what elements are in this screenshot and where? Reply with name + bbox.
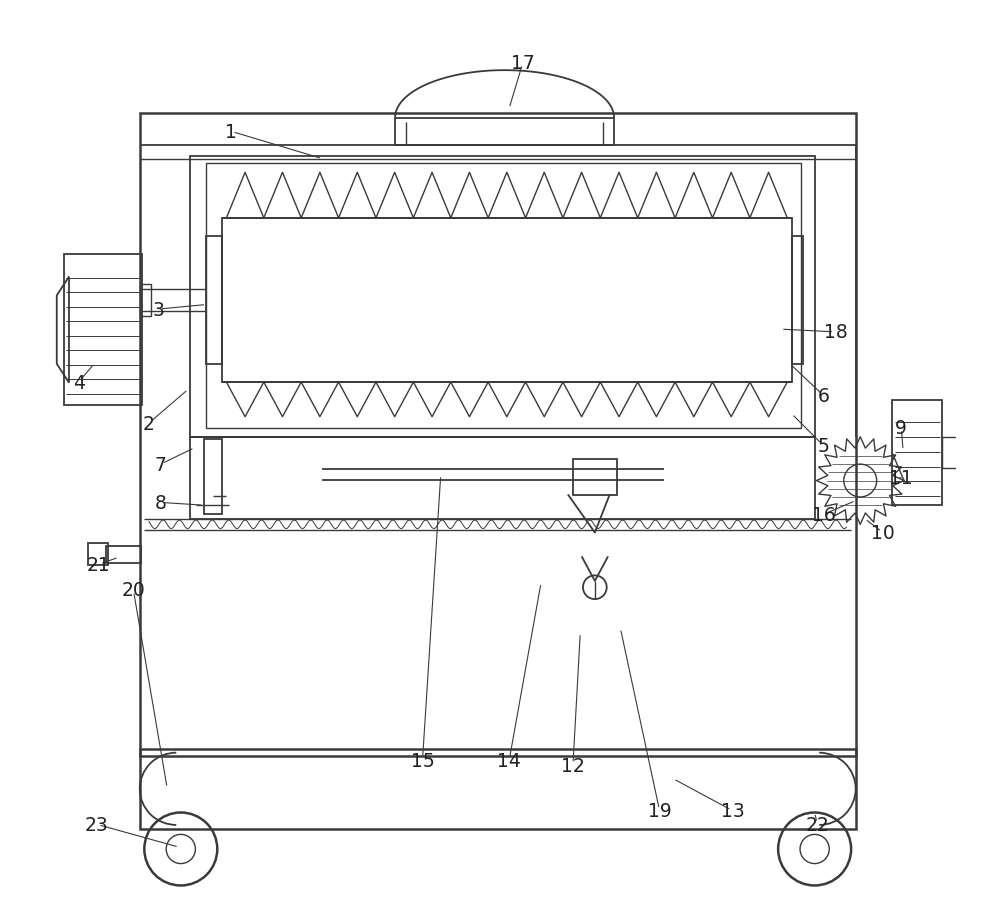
Bar [573, 459, 617, 496]
Text: 12: 12 [561, 756, 585, 774]
Text: 2: 2 [143, 415, 155, 433]
Text: 17: 17 [511, 55, 535, 73]
Text: 4: 4 [73, 374, 85, 392]
Text: 22: 22 [806, 815, 829, 834]
Bar [792, 237, 803, 364]
Text: 11: 11 [889, 469, 913, 487]
Text: 9: 9 [895, 419, 907, 437]
Text: 10: 10 [871, 524, 895, 542]
Bar [140, 284, 151, 317]
Text: 21: 21 [87, 556, 111, 574]
Bar [190, 157, 815, 437]
Text: 20: 20 [122, 581, 145, 599]
Bar [140, 749, 856, 829]
Bar [190, 437, 815, 519]
Circle shape [583, 576, 607, 599]
Bar [88, 544, 108, 566]
Bar [942, 437, 959, 469]
Bar [892, 401, 942, 506]
Text: 19: 19 [648, 802, 671, 820]
Bar [206, 237, 222, 364]
Text: 3: 3 [152, 301, 164, 319]
Bar [64, 255, 142, 405]
Text: 7: 7 [155, 456, 167, 474]
Bar [140, 114, 856, 756]
Text: 1: 1 [225, 123, 237, 141]
Text: 13: 13 [721, 802, 744, 820]
Text: 5: 5 [818, 437, 830, 456]
Text: 16: 16 [812, 506, 836, 524]
Bar [106, 547, 141, 563]
Bar [204, 440, 222, 515]
Bar [222, 219, 792, 383]
Text: 15: 15 [411, 752, 434, 770]
Text: 18: 18 [824, 323, 847, 342]
Bar [206, 164, 801, 428]
Text: 8: 8 [155, 494, 167, 512]
Text: 14: 14 [497, 752, 521, 770]
Text: 23: 23 [85, 815, 109, 834]
Text: 6: 6 [818, 387, 830, 405]
